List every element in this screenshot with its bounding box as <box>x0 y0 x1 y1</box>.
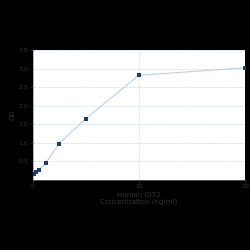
Point <box>57 142 61 146</box>
Point <box>37 168 41 172</box>
Point <box>243 66 247 70</box>
Point <box>137 73 141 77</box>
Point <box>84 117 88 121</box>
Point <box>30 172 34 176</box>
Point <box>34 170 38 174</box>
Point <box>44 161 48 165</box>
Y-axis label: OD: OD <box>10 110 16 120</box>
Point <box>32 172 36 175</box>
X-axis label: Human GIT2
Concentration (ng/ml): Human GIT2 Concentration (ng/ml) <box>100 192 178 205</box>
